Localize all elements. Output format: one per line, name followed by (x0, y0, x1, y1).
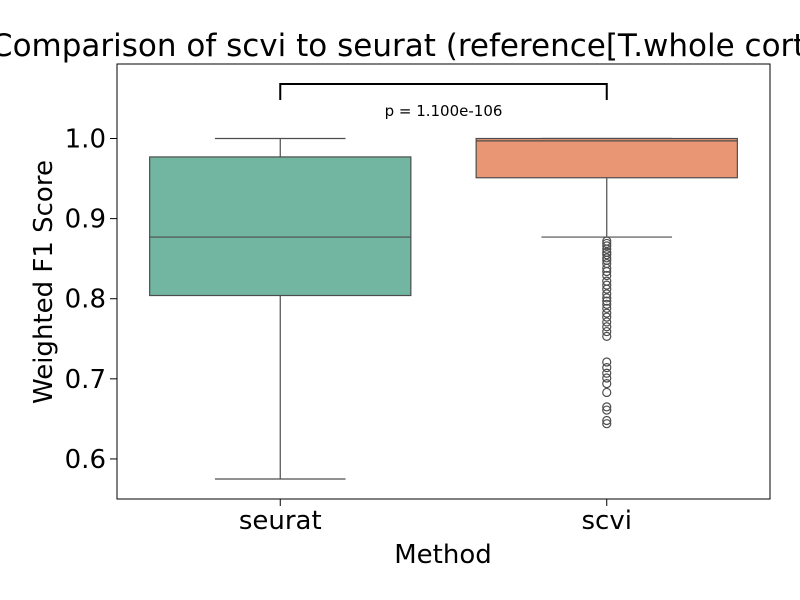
y-tick-label: 0.9 (65, 205, 106, 235)
outlier-point (602, 241, 612, 251)
outlier-point (602, 270, 612, 281)
plot-frame (116, 63, 771, 500)
outlier-point (602, 326, 612, 337)
outlier-point (602, 387, 612, 398)
outlier-point (602, 415, 612, 426)
outlier-point (602, 303, 612, 313)
outlier-point (602, 379, 612, 389)
y-tick-label: 0.6 (65, 445, 106, 475)
outlier-point (602, 322, 612, 332)
outlier-point (602, 284, 612, 294)
x-tick-label: seurat (239, 506, 322, 536)
outlier-point (602, 312, 612, 322)
outlier-point (602, 419, 612, 429)
outlier-point (602, 373, 612, 383)
outlier-point (602, 308, 612, 318)
outlier-point (602, 253, 612, 263)
x-tick-label: scvi (582, 506, 632, 536)
outlier-point (602, 299, 612, 309)
outlier-point (602, 280, 612, 290)
y-tick-label: 0.7 (65, 365, 106, 395)
p-value-annotation: p = 1.100e-106 (385, 102, 503, 120)
box-seurat (149, 156, 412, 297)
outlier-point (602, 244, 612, 254)
outlier-point (602, 293, 612, 303)
y-tick-label: 1.0 (65, 125, 106, 155)
chart-title: Comparison of scvi to seurat (reference[… (0, 28, 800, 64)
outlier-point (602, 263, 612, 273)
box-scvi (475, 137, 738, 179)
outlier-point (602, 266, 612, 277)
outlier-point (602, 368, 612, 378)
outlier-point (602, 289, 612, 299)
x-axis-label: Method (394, 540, 492, 570)
outlier-point (602, 363, 612, 373)
outlier-point (602, 402, 612, 412)
outlier-point (602, 296, 612, 306)
outlier-point (602, 357, 612, 367)
outlier-point (602, 405, 612, 415)
outlier-point (602, 238, 612, 249)
y-tick-label: 0.8 (65, 285, 106, 315)
outlier-point (602, 250, 612, 260)
y-axis-label: Weighted F1 Score (29, 160, 59, 404)
outlier-point (602, 317, 612, 327)
significance-bracket (279, 83, 608, 100)
outlier-point (602, 331, 612, 341)
